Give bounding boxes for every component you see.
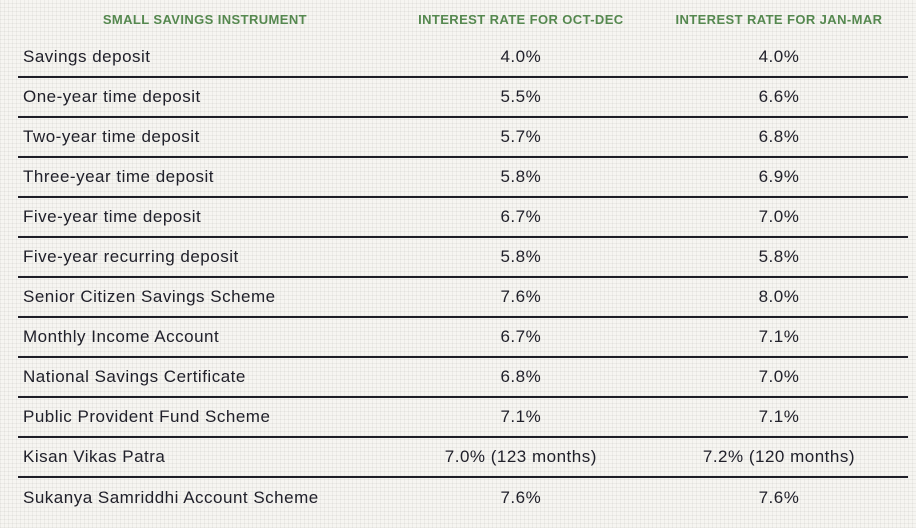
rate-oct-dec-cell: 5.7% (500, 127, 542, 146)
table-row: Kisan Vikas Patra 7.0% (123 months) 7.2%… (18, 438, 908, 478)
column-header-jan-mar: INTEREST RATE FOR JAN-MAR (675, 11, 883, 27)
table-row: Two-year time deposit 5.7% 6.8% (18, 118, 908, 158)
rate-oct-dec-cell: 7.1% (500, 407, 542, 426)
instrument-cell: National Savings Certificate (23, 367, 246, 386)
rate-jan-mar-cell: 7.0% (758, 207, 800, 226)
rate-oct-dec-cell: 7.6% (500, 488, 542, 507)
rate-oct-dec-cell: 7.0% (123 months) (444, 447, 597, 466)
table-row: Five-year recurring deposit 5.8% 5.8% (18, 238, 908, 278)
table-header-row: SMALL SAVINGS INSTRUMENT INTEREST RATE F… (18, 0, 908, 38)
rate-jan-mar-cell: 7.2% (120 months) (702, 447, 855, 466)
instrument-cell: Two-year time deposit (23, 127, 200, 146)
rate-jan-mar-cell: 7.1% (758, 327, 800, 346)
instrument-cell: Public Provident Fund Scheme (23, 407, 271, 426)
table-row: Senior Citizen Savings Scheme 7.6% 8.0% (18, 278, 908, 318)
rate-oct-dec-cell: 6.7% (500, 327, 542, 346)
rate-oct-dec-cell: 4.0% (500, 47, 542, 66)
instrument-cell: Kisan Vikas Patra (23, 447, 166, 466)
rate-jan-mar-cell: 5.8% (758, 247, 800, 266)
rate-oct-dec-cell: 5.8% (500, 167, 542, 186)
instrument-cell: Monthly Income Account (23, 327, 220, 346)
table-row: Monthly Income Account 6.7% 7.1% (18, 318, 908, 358)
table-row: Public Provident Fund Scheme 7.1% 7.1% (18, 398, 908, 438)
instrument-cell: Five-year recurring deposit (23, 247, 239, 266)
rate-jan-mar-cell: 6.9% (758, 167, 800, 186)
rate-jan-mar-cell: 8.0% (758, 287, 800, 306)
table-row: National Savings Certificate 6.8% 7.0% (18, 358, 908, 398)
savings-rates-table: SMALL SAVINGS INSTRUMENT INTEREST RATE F… (18, 0, 908, 518)
rate-jan-mar-cell: 7.1% (758, 407, 800, 426)
table-row: Sukanya Samriddhi Account Scheme 7.6% 7.… (18, 478, 908, 518)
column-header-oct-dec: INTEREST RATE FOR OCT-DEC (418, 11, 624, 27)
rate-oct-dec-cell: 5.5% (500, 87, 542, 106)
rate-oct-dec-cell: 6.7% (500, 207, 542, 226)
instrument-cell: Sukanya Samriddhi Account Scheme (23, 488, 319, 507)
rate-oct-dec-cell: 7.6% (500, 287, 542, 306)
table-row: One-year time deposit 5.5% 6.6% (18, 78, 908, 118)
instrument-cell: Senior Citizen Savings Scheme (23, 287, 276, 306)
rate-jan-mar-cell: 6.6% (758, 87, 800, 106)
table-row: Five-year time deposit 6.7% 7.0% (18, 198, 908, 238)
column-header-instrument: SMALL SAVINGS INSTRUMENT (102, 11, 307, 27)
instrument-cell: One-year time deposit (23, 87, 201, 106)
rate-jan-mar-cell: 7.6% (758, 488, 800, 507)
rate-jan-mar-cell: 4.0% (758, 47, 800, 66)
instrument-cell: Five-year time deposit (23, 207, 202, 226)
rate-jan-mar-cell: 6.8% (758, 127, 800, 146)
table-row: Savings deposit 4.0% 4.0% (18, 38, 908, 78)
instrument-cell: Savings deposit (23, 47, 151, 66)
rate-oct-dec-cell: 6.8% (500, 367, 542, 386)
table-row: Three-year time deposit 5.8% 6.9% (18, 158, 908, 198)
instrument-cell: Three-year time deposit (23, 167, 215, 186)
rate-oct-dec-cell: 5.8% (500, 247, 542, 266)
rate-jan-mar-cell: 7.0% (758, 367, 800, 386)
